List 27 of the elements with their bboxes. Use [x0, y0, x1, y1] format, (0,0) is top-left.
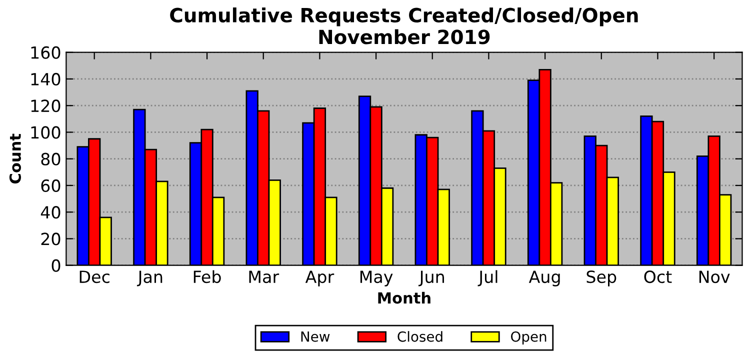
x-axis-title: Month — [378, 292, 430, 304]
legend-label: Open — [511, 331, 546, 345]
y-axis-title: Count — [9, 134, 21, 184]
y-tick-label: 100 — [31, 126, 60, 139]
y-tick-label: 40 — [40, 206, 60, 219]
x-tick-label: Jul — [478, 270, 498, 286]
legend-label: New — [301, 332, 330, 342]
y-tick-label: 0 — [52, 259, 60, 272]
legend-label: Closed — [398, 331, 442, 342]
x-tick-label: Dec — [80, 270, 110, 284]
x-tick-label: May — [360, 270, 393, 286]
y-tick-label: 120 — [31, 100, 60, 112]
x-tick-label: Mar — [249, 270, 280, 284]
y-tick-label: 80 — [41, 152, 60, 166]
x-tick-label: Feb — [194, 270, 221, 284]
x-tick-label: Nov — [699, 270, 730, 284]
y-tick-label: 60 — [41, 179, 60, 192]
chart-title: Cumulative Requests Created/Closed/Open November 2019 — [170, 7, 638, 44]
x-tick-label: Jun — [418, 270, 444, 286]
x-tick-label: Oct — [644, 270, 672, 284]
y-tick-label: 160 — [31, 46, 60, 59]
y-tick-label: 140 — [31, 72, 60, 86]
x-tick-label: Sep — [586, 270, 616, 286]
x-tick-label: Apr — [305, 270, 334, 286]
x-tick-label: Aug — [528, 270, 560, 286]
x-tick-label: Jan — [136, 270, 162, 286]
y-tick-label: 20 — [41, 232, 60, 246]
